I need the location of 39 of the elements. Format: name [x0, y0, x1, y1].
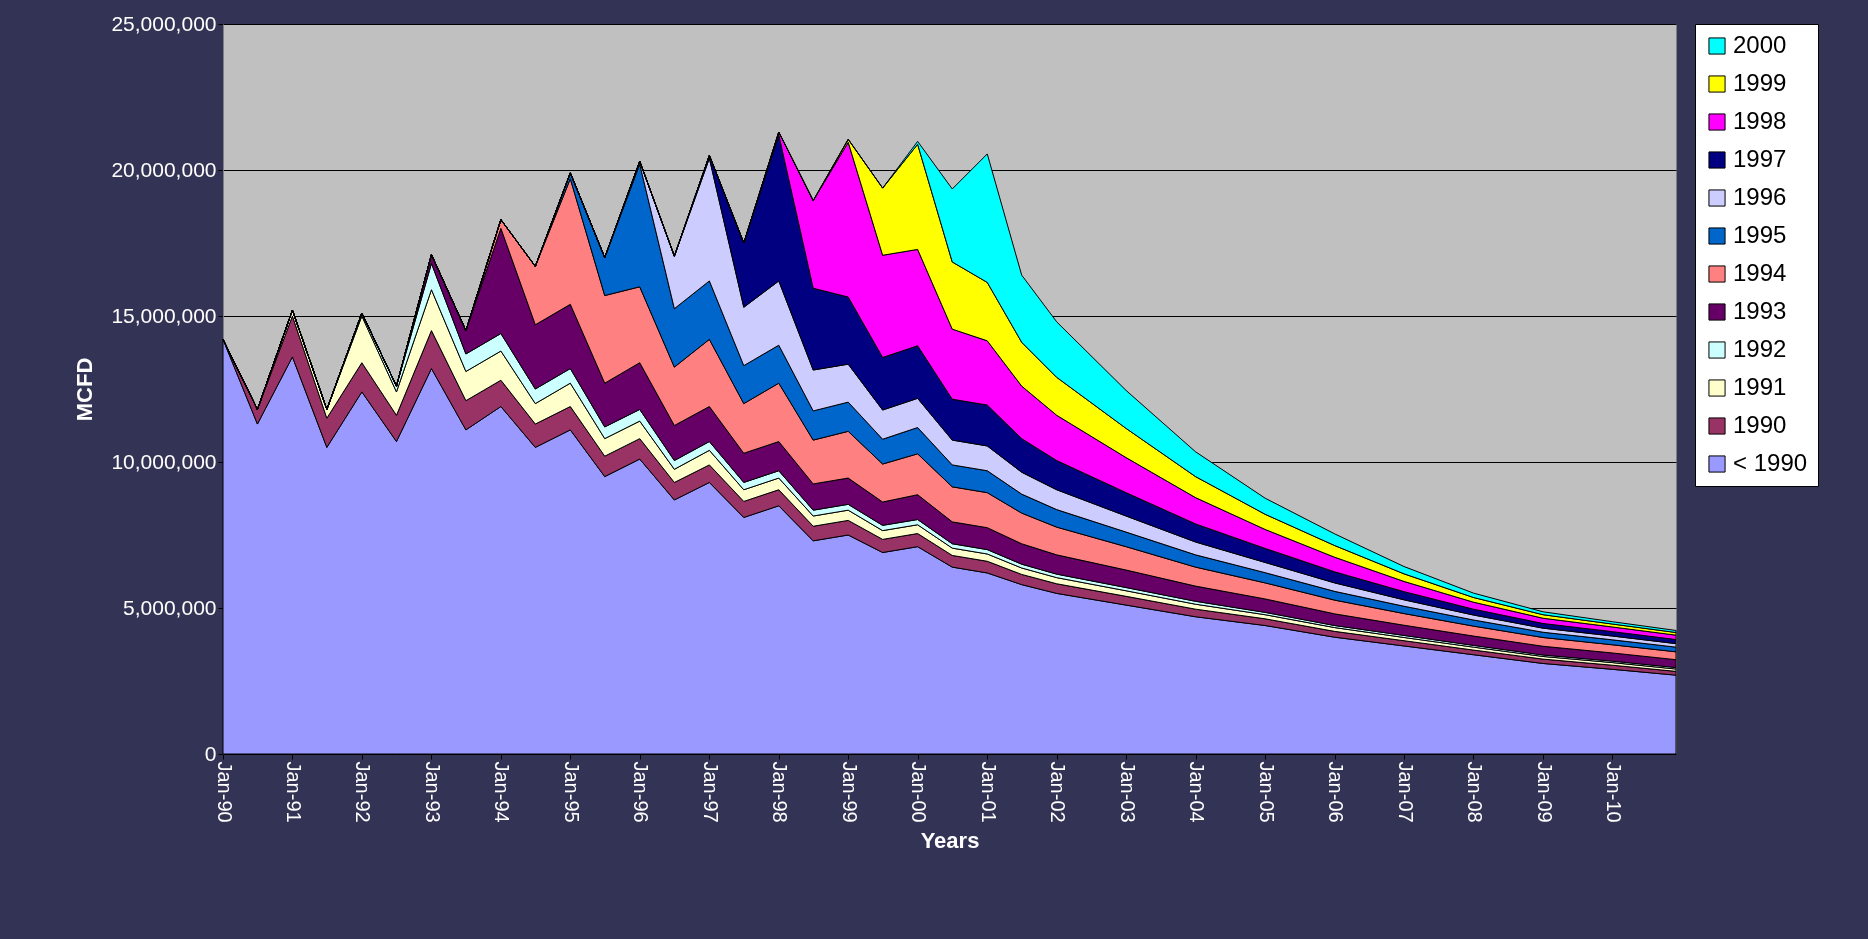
y-tick-label: 25,000,000 [111, 11, 217, 35]
x-tick-label: Jan-92 [352, 761, 375, 823]
x-tick-label: Jan-97 [699, 761, 722, 823]
x-tick-label: Jan-95 [560, 761, 583, 823]
legend-label: < 1990 [1733, 449, 1808, 476]
x-tick-label: Jan-08 [1463, 761, 1486, 823]
x-tick-label: Jan-02 [1047, 761, 1070, 823]
y-tick-label: 15,000,000 [111, 303, 217, 327]
legend-label: 1990 [1733, 411, 1787, 438]
legend-label: 1997 [1733, 145, 1787, 172]
x-tick-label: Jan-06 [1325, 761, 1348, 823]
x-tick-label: Jan-04 [1186, 761, 1209, 823]
x-tick-label: Jan-01 [977, 761, 1000, 823]
x-axis-title: Years [920, 827, 980, 853]
y-tick-label: 5,000,000 [123, 595, 217, 619]
y-tick-label: 10,000,000 [111, 449, 217, 473]
legend-label: 1992 [1733, 335, 1787, 362]
x-tick-label: Jan-03 [1116, 761, 1139, 823]
x-tick-label: Jan-07 [1394, 761, 1417, 823]
x-tick-label: Jan-05 [1255, 761, 1278, 823]
legend-label: 1995 [1733, 221, 1787, 248]
x-tick-label: Jan-09 [1533, 761, 1556, 823]
x-tick-label: Jan-91 [282, 761, 305, 823]
x-tick-label: Jan-10 [1602, 761, 1625, 823]
y-tick-label: 20,000,000 [111, 157, 217, 181]
x-tick-label: Jan-93 [421, 761, 444, 823]
y-axis-title: MCFD [72, 357, 98, 422]
x-tick-label: Jan-00 [908, 761, 931, 823]
x-tick-label: Jan-96 [630, 761, 653, 823]
x-tick-label: Jan-98 [769, 761, 792, 823]
legend-label: 1996 [1733, 183, 1787, 210]
x-tick-label: Jan-99 [838, 761, 861, 823]
legend-label: 1993 [1733, 297, 1787, 324]
legend-label: 1999 [1733, 69, 1787, 96]
legend-label: 1998 [1733, 107, 1787, 134]
x-tick-label: Jan-94 [491, 761, 514, 823]
legend-label: 1994 [1733, 259, 1787, 286]
legend-label: 2000 [1733, 31, 1787, 58]
legend-label: 1991 [1733, 373, 1787, 400]
